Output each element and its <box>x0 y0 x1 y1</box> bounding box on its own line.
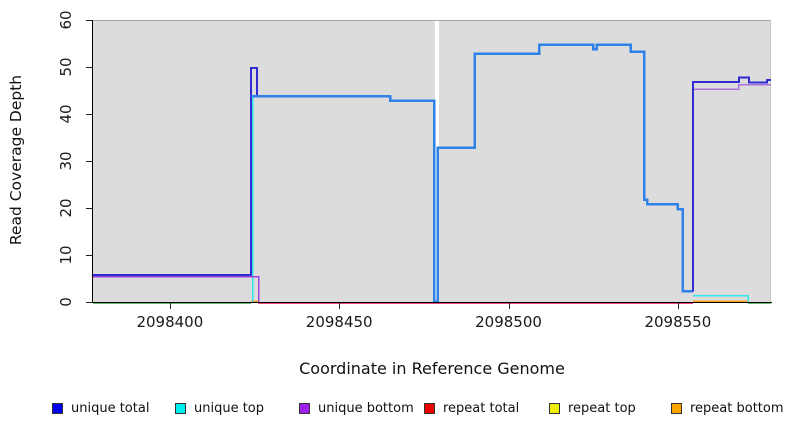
legend-item-repeat-total: repeat total <box>424 398 519 418</box>
x-tick-label: 2098400 <box>136 313 204 331</box>
legend-item-unique-top: unique top <box>175 398 264 418</box>
x-tick <box>677 303 679 309</box>
y-tick <box>86 67 92 68</box>
unique-bottom-swatch-icon <box>299 402 310 414</box>
legend-item-repeat-top: repeat top <box>549 398 636 418</box>
y-tick-label: 20 <box>57 198 75 218</box>
x-tick-label: 2098550 <box>644 313 712 331</box>
legend-item-unique-bottom: unique bottom <box>299 398 414 418</box>
legend-item-repeat-bottom: repeat bottom <box>671 398 784 418</box>
y-tick-label: 30 <box>57 151 75 171</box>
plot-area <box>93 20 771 304</box>
y-tick-label: 10 <box>57 245 75 265</box>
y-axis <box>92 20 93 303</box>
x-tick-label: 2098500 <box>475 313 542 331</box>
series-line-azure-main-segment <box>251 43 694 303</box>
y-tick <box>86 208 92 209</box>
repeat-top-swatch-icon <box>549 402 560 414</box>
x-axis <box>92 302 772 303</box>
x-tick <box>169 303 171 309</box>
legend-label: unique total <box>71 400 150 416</box>
y-tick <box>86 114 92 115</box>
legend-item-unique-total: unique total <box>52 398 149 418</box>
y-tick <box>86 20 92 21</box>
series-line-navy-left-segment <box>93 67 258 276</box>
y-tick <box>86 161 92 162</box>
series-line-purple-left-segment <box>93 275 260 303</box>
unique-top-swatch-icon <box>175 402 186 414</box>
unique-total-swatch-icon <box>52 402 63 414</box>
series-line-cyan-segment-right <box>693 295 749 303</box>
repeat-bottom-swatch-icon <box>671 402 682 414</box>
y-tick <box>86 302 92 303</box>
y-tick-label: 50 <box>57 57 75 77</box>
legend-label: repeat total <box>443 400 520 416</box>
x-axis-title: Coordinate in Reference Genome <box>299 359 565 378</box>
legend-label: unique bottom <box>318 400 414 416</box>
legend: unique total unique top unique bottom re… <box>0 398 792 422</box>
series-line-violet-right-segment <box>693 84 771 90</box>
x-tick <box>508 303 510 309</box>
series-line-navy-right-segment <box>692 76 771 292</box>
repeat-total-swatch-icon <box>424 402 435 414</box>
y-tick <box>86 255 92 256</box>
legend-label: unique top <box>194 400 265 416</box>
series-lines-canvas <box>93 43 771 304</box>
y-axis-title: Read Coverage Depth <box>7 74 25 246</box>
y-tick-label: 0 <box>57 297 75 307</box>
y-tick-label: 60 <box>57 10 75 30</box>
legend-label: repeat bottom <box>690 400 784 416</box>
x-tick-label: 2098450 <box>305 313 373 331</box>
x-tick <box>339 303 341 309</box>
y-tick-label: 40 <box>57 104 75 124</box>
legend-label: repeat top <box>568 400 636 416</box>
